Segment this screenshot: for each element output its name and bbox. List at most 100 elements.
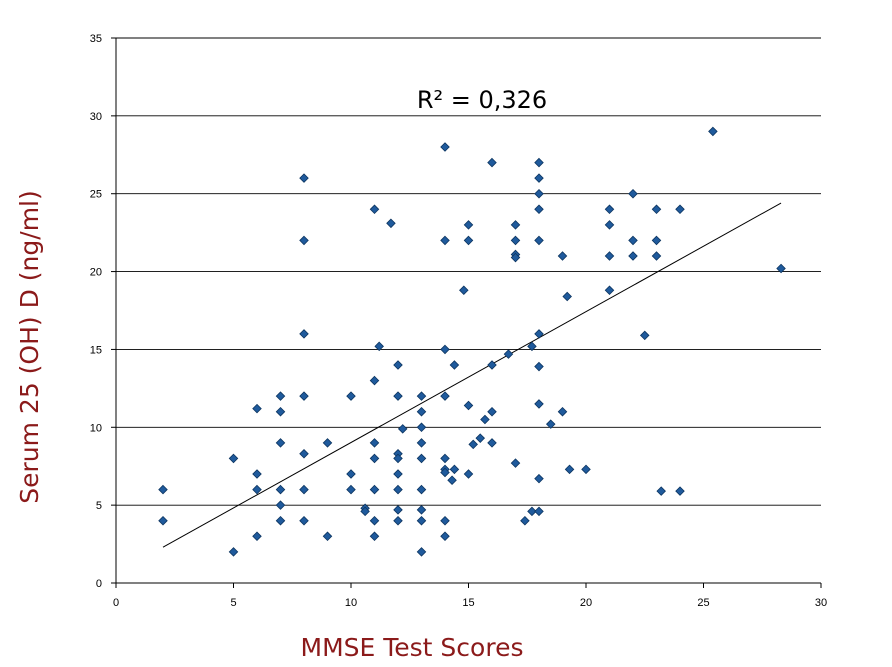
r-squared-annotation: R² = 0,326 [417,86,547,114]
data-point [459,285,469,296]
data-point [275,500,286,510]
data-point [440,142,450,152]
data-point [581,464,591,475]
data-point [604,204,615,215]
trendline-line [162,202,782,548]
data-point [252,531,262,542]
data-point [534,157,544,168]
data-point [346,391,356,401]
data-point [510,235,521,246]
data-point [651,235,662,246]
x-tick-label: 30 [815,597,827,609]
data-point [299,329,309,339]
data-point [628,235,638,246]
data-point [440,391,450,401]
y-tick-label: 15 [90,344,102,356]
data-point [393,469,403,479]
data-point [604,251,615,261]
axes [111,37,822,588]
data-point [534,506,544,517]
data-point [416,391,427,401]
data-point [322,531,333,542]
data-point [487,360,497,370]
tick-labels: 0 5 10 15 20 25 30 35 0 5 10 15 20 25 30 [90,33,827,609]
data-point [369,204,380,215]
data-point [275,438,286,448]
data-point [534,329,544,339]
data-point [475,433,486,443]
y-tick-label: 25 [90,189,102,201]
data-point [440,467,450,478]
data-point [299,484,309,495]
gridlines [116,37,821,506]
data-point [604,285,615,296]
data-point [503,349,514,359]
data-point [275,515,286,526]
x-tick-label: 10 [345,597,357,609]
data-point [440,515,450,526]
data-point [252,469,262,479]
data-point [557,406,568,417]
data-point [440,453,450,464]
data-point [510,220,521,230]
data-point [416,515,427,526]
data-point [275,406,286,417]
data-point [393,391,403,401]
data-point [346,469,356,479]
data-point [416,438,427,448]
data-point [527,506,537,517]
data-point [440,344,450,355]
data-point [534,473,544,484]
data-point [322,438,333,448]
y-tick-label: 35 [90,33,102,45]
data-point [545,419,556,429]
data-point [416,484,427,495]
data-point [299,515,309,526]
y-axis-title: Serum 25 (OH) D (ng/ml) [15,190,44,504]
data-point [708,126,718,137]
y-tick-label: 5 [96,500,102,512]
data-point [449,464,460,475]
data-point [416,406,427,417]
data-point [228,547,239,557]
x-tick-label: 20 [580,597,592,609]
data-point [393,505,403,515]
data-point [557,251,568,261]
data-point [480,414,490,425]
data-point [393,453,403,464]
data-point [447,475,457,485]
data-point [275,391,286,401]
data-point [656,486,666,496]
data-point [369,515,380,526]
data-point [360,506,370,517]
data-point [510,458,521,468]
data-point [463,235,474,246]
data-point [449,360,460,370]
data-point [468,439,478,450]
x-tick-label: 25 [697,597,709,609]
data-point [776,263,786,274]
data-point [299,173,309,183]
y-tick-label: 20 [90,267,102,279]
data-point [562,291,572,302]
data-point [369,531,380,542]
data-points [158,126,786,557]
data-point [487,157,497,168]
data-point [534,188,544,199]
data-point [463,220,474,230]
data-point [416,505,427,515]
data-point [416,547,427,557]
data-point [675,486,685,496]
data-point [440,531,450,542]
data-point [393,515,403,526]
data-point [393,484,403,495]
data-point [520,515,530,526]
data-point [487,406,497,417]
data-point [534,235,544,246]
data-point [346,484,356,495]
data-point [299,391,309,401]
data-point [228,453,239,464]
data-point [440,235,450,246]
x-tick-label: 15 [462,597,474,609]
data-point [628,251,638,261]
